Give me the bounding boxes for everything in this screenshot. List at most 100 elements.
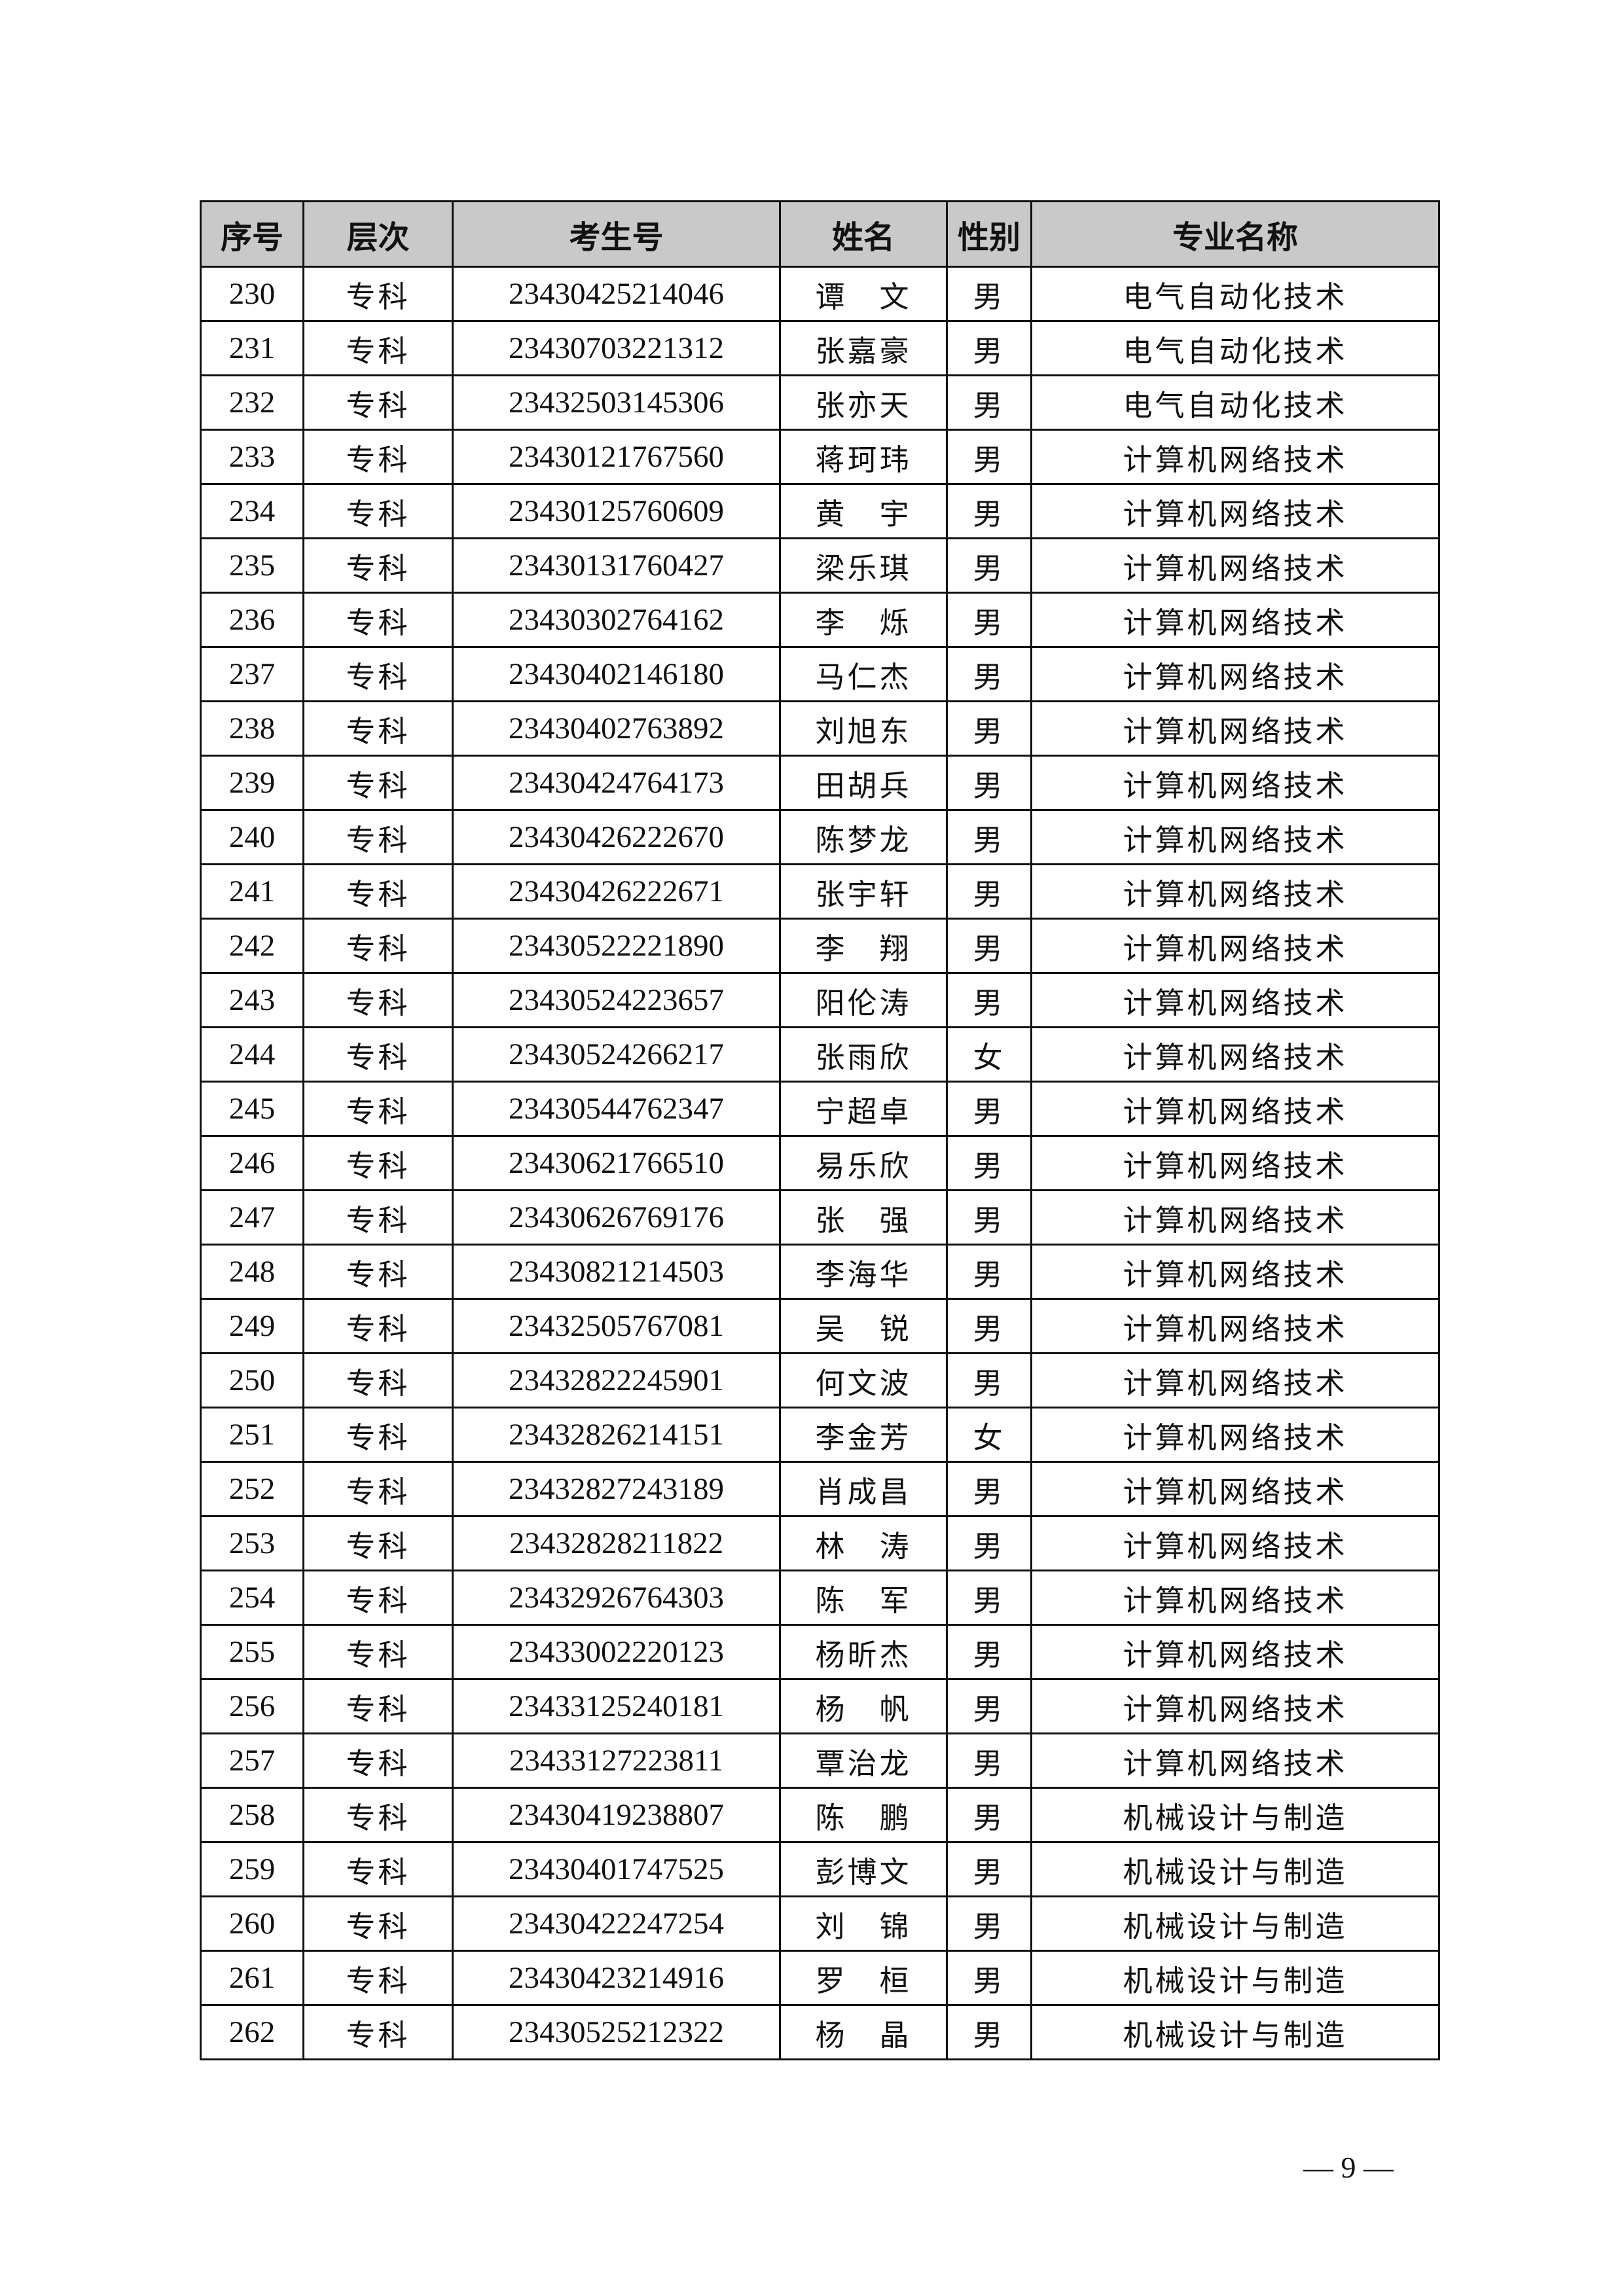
cell-serial: 234	[200, 483, 304, 539]
cell-name: 罗 桓	[779, 1950, 948, 2006]
cell-major: 机械设计与制造	[1030, 1950, 1440, 2006]
table-row: 244 专科 23430524266217 张雨欣女计算机网络技术	[200, 1026, 1440, 1083]
table-row: 252 专科 23432827243189 肖成昌男计算机网络技术	[200, 1461, 1440, 1517]
table-row: 245 专科 23430544762347 宁超卓男计算机网络技术	[200, 1081, 1440, 1137]
cell-gender: 男	[946, 1841, 1032, 1897]
cell-exam-number: 23432826214151	[452, 1407, 781, 1463]
cell-level: 专科	[302, 1189, 454, 1246]
cell-exam-number: 23430544762347	[452, 1081, 781, 1137]
cell-serial: 241	[200, 863, 304, 920]
cell-name: 彭博文	[779, 1841, 948, 1897]
cell-level: 专科	[302, 863, 454, 920]
cell-major: 计算机网络技术	[1030, 863, 1440, 920]
table-row: 256 专科 23433125240181 杨 帆男计算机网络技术	[200, 1678, 1440, 1734]
cell-serial: 251	[200, 1407, 304, 1463]
cell-gender: 男	[946, 1787, 1032, 1843]
cell-level: 专科	[302, 809, 454, 865]
cell-exam-number: 23430402763892	[452, 700, 781, 757]
cell-exam-number: 23432828211822	[452, 1515, 781, 1571]
cell-gender: 男	[946, 1678, 1032, 1734]
cell-serial: 248	[200, 1244, 304, 1300]
header-serial: 序号	[200, 200, 304, 268]
cell-exam-number: 23433127223811	[452, 1732, 781, 1789]
cell-exam-number: 23430302764162	[452, 592, 781, 648]
cell-name: 田胡兵	[779, 755, 948, 811]
cell-serial: 236	[200, 592, 304, 648]
page-number: — 9 —	[1303, 2151, 1394, 2184]
cell-major: 计算机网络技术	[1030, 1570, 1440, 1626]
cell-serial: 257	[200, 1732, 304, 1789]
cell-name: 刘旭东	[779, 700, 948, 757]
table-row: 230 专科 23430425214046 谭 文男电气自动化技术	[200, 266, 1440, 322]
cell-name: 何文波	[779, 1352, 948, 1408]
cell-gender: 男	[946, 537, 1032, 594]
cell-exam-number: 23432822245901	[452, 1352, 781, 1408]
cell-exam-number: 23430522221890	[452, 918, 781, 974]
table-row: 240 专科 23430426222670 陈梦龙男计算机网络技术	[200, 809, 1440, 865]
cell-major: 计算机网络技术	[1030, 972, 1440, 1028]
cell-serial: 233	[200, 429, 304, 485]
cell-serial: 235	[200, 537, 304, 594]
cell-exam-number: 23430419238807	[452, 1787, 781, 1843]
cell-serial: 245	[200, 1081, 304, 1137]
cell-level: 专科	[302, 972, 454, 1028]
table-row: 254 专科 23432926764303 陈 军男计算机网络技术	[200, 1570, 1440, 1626]
cell-name: 张雨欣	[779, 1026, 948, 1083]
cell-exam-number: 23430524223657	[452, 972, 781, 1028]
cell-level: 专科	[302, 1895, 454, 1952]
cell-serial: 258	[200, 1787, 304, 1843]
cell-major: 计算机网络技术	[1030, 1298, 1440, 1354]
table-row: 232 专科 23432503145306 张亦天男电气自动化技术	[200, 374, 1440, 431]
header-level: 层次	[302, 200, 454, 268]
cell-name: 陈 鹏	[779, 1787, 948, 1843]
cell-name: 李 翔	[779, 918, 948, 974]
cell-name: 蒋珂玮	[779, 429, 948, 485]
cell-exam-number: 23430426222671	[452, 863, 781, 920]
cell-gender: 男	[946, 918, 1032, 974]
cell-level: 专科	[302, 1624, 454, 1680]
cell-level: 专科	[302, 320, 454, 376]
cell-exam-number: 23430524266217	[452, 1026, 781, 1083]
table-row: 247 专科 23430626769176 张 强男计算机网络技术	[200, 1189, 1440, 1246]
cell-serial: 260	[200, 1895, 304, 1952]
cell-serial: 239	[200, 755, 304, 811]
cell-exam-number: 23430425214046	[452, 266, 781, 322]
cell-serial: 232	[200, 374, 304, 431]
cell-gender: 男	[946, 1244, 1032, 1300]
cell-exam-number: 23430621766510	[452, 1135, 781, 1191]
cell-level: 专科	[302, 1026, 454, 1083]
cell-serial: 262	[200, 2004, 304, 2060]
table-row: 257 专科 23433127223811 覃治龙男计算机网络技术	[200, 1732, 1440, 1789]
table-row: 248 专科 23430821214503 李海华男计算机网络技术	[200, 1244, 1440, 1300]
cell-name: 张宇轩	[779, 863, 948, 920]
cell-major: 机械设计与制造	[1030, 1895, 1440, 1952]
cell-name: 梁乐琪	[779, 537, 948, 594]
header-gender: 性别	[946, 200, 1032, 268]
cell-name: 杨 晶	[779, 2004, 948, 2060]
cell-exam-number: 23430423214916	[452, 1950, 781, 2006]
table-row: 261 专科 23430423214916 罗 桓男机械设计与制造	[200, 1950, 1440, 2006]
cell-major: 机械设计与制造	[1030, 1841, 1440, 1897]
cell-gender: 男	[946, 2004, 1032, 2060]
cell-name: 杨昕杰	[779, 1624, 948, 1680]
table-row: 260 专科 23430422247254 刘 锦男机械设计与制造	[200, 1895, 1440, 1952]
cell-serial: 254	[200, 1570, 304, 1626]
table-row: 255 专科 23433002220123 杨昕杰男计算机网络技术	[200, 1624, 1440, 1680]
cell-level: 专科	[302, 483, 454, 539]
cell-exam-number: 23432503145306	[452, 374, 781, 431]
cell-exam-number: 23432827243189	[452, 1461, 781, 1517]
header-exam-number: 考生号	[452, 200, 781, 268]
cell-major: 电气自动化技术	[1030, 266, 1440, 322]
cell-gender: 男	[946, 374, 1032, 431]
table-row: 262 专科 23430525212322 杨 晶男机械设计与制造	[200, 2004, 1440, 2060]
cell-exam-number: 23430626769176	[452, 1189, 781, 1246]
cell-major: 计算机网络技术	[1030, 1244, 1440, 1300]
cell-exam-number: 23430131760427	[452, 537, 781, 594]
admission-list-table: 序号 层次 考生号 姓名 性别 专业名称 230 专科 23430425214046…	[200, 200, 1440, 2060]
cell-serial: 247	[200, 1189, 304, 1246]
cell-exam-number: 23430121767560	[452, 429, 781, 485]
table-row: 237 专科 23430402146180 马仁杰男计算机网络技术	[200, 646, 1440, 702]
table-row: 249 专科 23432505767081 吴 锐男计算机网络技术	[200, 1298, 1440, 1354]
cell-serial: 240	[200, 809, 304, 865]
cell-name: 马仁杰	[779, 646, 948, 702]
